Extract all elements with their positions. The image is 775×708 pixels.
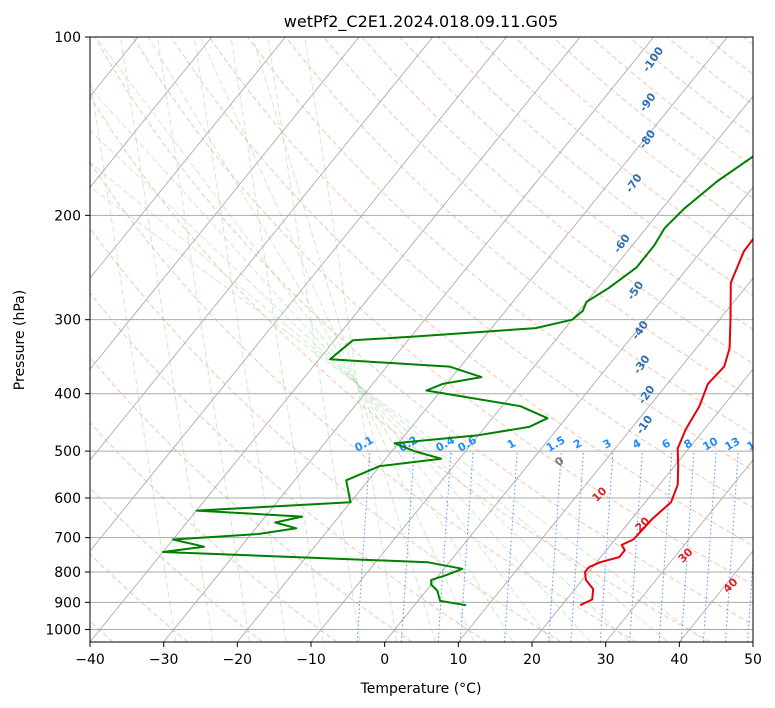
isotherm-line bbox=[605, 459, 753, 642]
x-tick-label: 50 bbox=[744, 652, 762, 668]
x-tick-label: 30 bbox=[597, 652, 615, 668]
y-tick-label: 200 bbox=[54, 208, 81, 224]
dry-adiabat-line bbox=[208, 37, 753, 509]
moist-adiabat-line bbox=[193, 37, 287, 642]
moist-adiabat-line bbox=[90, 161, 669, 642]
y-tick-label: 300 bbox=[54, 313, 81, 329]
x-tick-label: 40 bbox=[670, 652, 688, 668]
x-tick-label: −30 bbox=[149, 652, 179, 668]
profile-line bbox=[579, 237, 753, 607]
y-tick-label: 900 bbox=[54, 595, 81, 611]
isotherm-line bbox=[90, 37, 434, 461]
y-tick-label: 100 bbox=[54, 30, 81, 46]
moist-adiabat-line bbox=[95, 37, 552, 642]
dry-adiabat-line bbox=[247, 37, 753, 472]
y-tick-label: 600 bbox=[54, 491, 81, 507]
y-tick-label: 400 bbox=[54, 387, 81, 403]
moist-adiabat-line bbox=[90, 186, 707, 642]
dry-adiabat-line bbox=[90, 292, 487, 642]
moist-adiabat-line bbox=[120, 37, 214, 642]
moist-adiabat-line bbox=[199, 37, 475, 642]
chart-title: wetPf2_C2E1.2024.018.09.11.G05 bbox=[284, 12, 558, 32]
x-tick-label: 20 bbox=[523, 652, 541, 668]
isotherm-line bbox=[90, 37, 360, 370]
x-axis-label: Temperature (°C) bbox=[360, 681, 482, 697]
x-tick-label: −40 bbox=[75, 652, 105, 668]
profile-line bbox=[161, 155, 753, 607]
x-axis-ticks: −40 −30 −20 −10 0 10 20 30 40 50 bbox=[75, 642, 762, 668]
x-tick-label: 0 bbox=[380, 652, 389, 668]
background-lines bbox=[90, 37, 753, 642]
isotherm-line bbox=[236, 37, 728, 642]
moist-adiabat-line bbox=[90, 74, 177, 642]
dry-adiabat-line bbox=[323, 37, 753, 400]
y-axis-label: Pressure (hPa) bbox=[12, 290, 28, 390]
isotherm-line bbox=[90, 37, 581, 642]
dry-adiabat-line bbox=[94, 37, 753, 626]
plot-frame bbox=[89, 36, 754, 643]
isotherm-line bbox=[310, 95, 753, 642]
moist-adiabat-line bbox=[90, 129, 630, 642]
mixing-ratio-label: 16 bbox=[745, 434, 765, 453]
isotherm-line bbox=[531, 368, 753, 642]
isotherm-line bbox=[90, 37, 213, 188]
dry-adiabat-line bbox=[361, 37, 753, 365]
x-tick-label: −20 bbox=[223, 652, 253, 668]
moist-adiabat-line bbox=[230, 37, 324, 642]
dry-adiabat-line bbox=[132, 37, 753, 586]
y-axis-ticks: 100 200 300 400 500 600 700 800 900 1000 bbox=[45, 30, 90, 638]
isotherm-line bbox=[457, 277, 753, 642]
x-tick-label: −10 bbox=[296, 652, 326, 668]
isotherm-line bbox=[163, 37, 655, 642]
y-tick-label: 1000 bbox=[45, 622, 81, 638]
y-tick-label: 700 bbox=[54, 531, 81, 547]
moist-adiabat-line bbox=[156, 37, 250, 642]
moist-adiabat-line bbox=[90, 87, 591, 642]
series-lines bbox=[161, 155, 753, 607]
y-tick-label: 500 bbox=[54, 444, 81, 460]
dry-adiabat-line bbox=[90, 487, 263, 642]
isotherm-line bbox=[90, 37, 286, 279]
x-tick-label: 10 bbox=[449, 652, 467, 668]
moist-adiabat-line bbox=[267, 37, 361, 642]
isotherm-line bbox=[90, 37, 507, 552]
moist-adiabat-line bbox=[304, 37, 398, 642]
dry-adiabat-line bbox=[90, 227, 562, 642]
moist-adiabat-line bbox=[147, 37, 514, 642]
dry-adiabat-line bbox=[90, 161, 637, 642]
grid bbox=[90, 37, 753, 642]
y-tick-label: 800 bbox=[54, 565, 81, 581]
dry-adiabat-line bbox=[90, 553, 189, 642]
isotherm-line bbox=[384, 186, 753, 642]
